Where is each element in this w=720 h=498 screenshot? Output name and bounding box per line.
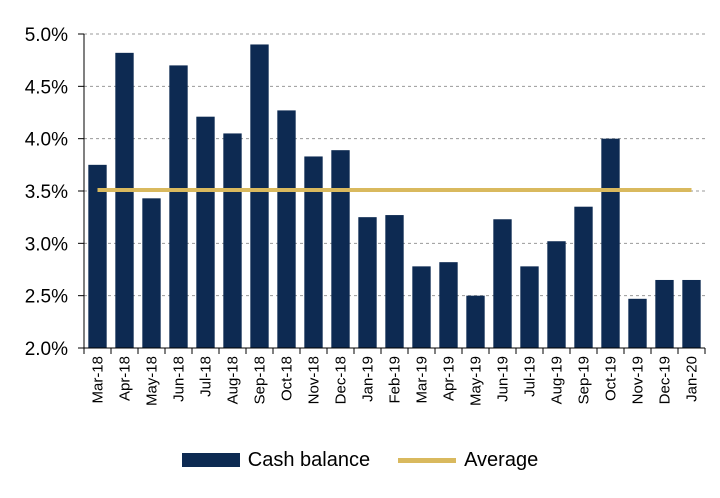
cash-balance-chart: 2.0% 2.5% 3.0% 3.5% 4.0% 4.5% 5.0% Mar-18 Apr-1… [25,25,706,406]
bar [277,110,296,348]
bar [196,116,215,348]
y-tick-label: 3.5% [25,182,68,203]
bar [520,266,539,348]
x-tick-label: Apr-19 [441,356,458,401]
bar-series-cash-balance [88,44,701,349]
x-tick-label: Jun-19 [495,356,512,402]
bar [601,138,620,348]
x-tick-label: Sep-18 [252,356,269,404]
x-tick-label: Aug-19 [549,356,566,404]
bar [331,150,350,348]
bar [439,262,458,348]
legend-item-cash-balance: Cash balance [181,448,371,472]
x-tick-label: Feb-19 [387,356,404,404]
bar [493,219,512,348]
x-tick-label: Nov-19 [630,356,647,404]
bar [385,215,404,348]
bar [115,52,134,349]
bar [547,241,566,348]
legend: Cash balance Average [0,446,720,474]
y-tick-label: 2.5% [25,287,68,308]
x-tick-label: May-18 [144,356,161,406]
legend-label-cash-balance: Cash balance [247,448,371,471]
x-tick-label: Oct-19 [603,356,620,401]
bar [358,217,377,348]
bar [169,65,188,349]
x-tick-label: Oct-18 [279,356,296,401]
bar [682,279,701,348]
x-tick-label: May-19 [468,356,485,406]
x-tick-label: Jan-20 [684,356,701,402]
legend-label-average: Average [464,448,539,471]
bar [466,295,485,348]
bar [412,266,431,348]
bar [304,156,323,348]
bar [628,298,647,348]
y-tick-label: 3.0% [25,234,68,255]
bar [142,198,161,348]
x-tick-label: Mar-19 [414,356,431,404]
bar [574,206,593,348]
x-tick-label: Nov-18 [306,356,323,404]
x-tick-label: Jan-19 [360,356,377,402]
x-tick-label: Apr-18 [117,356,134,401]
legend-swatch-average [398,457,457,463]
x-axis-tick-labels: Mar-18 Apr-18 May-18 Jun-18 Jul-18 Aug-18 Sep-… [90,356,701,406]
x-tick-label: Jul-18 [198,356,215,397]
y-tick-label: 4.5% [25,77,68,98]
y-tick-label: 2.0% [25,339,68,360]
x-tick-label: Dec-18 [333,356,350,404]
bar [655,279,674,348]
bar [88,164,107,348]
x-tick-label: Sep-19 [576,356,593,404]
y-axis-tick-labels: 2.0% 2.5% 3.0% 3.5% 4.0% 4.5% 5.0% [25,25,68,360]
legend-swatch-cash-balance [181,453,240,467]
x-tick-label: Jul-19 [522,356,539,397]
y-tick-label: 4.0% [25,130,68,151]
legend-item-average: Average [398,449,538,472]
bar [250,44,269,348]
x-tick-label: Dec-19 [657,356,674,404]
bar [223,133,242,348]
x-tick-label: Aug-18 [225,356,242,404]
axes [78,33,706,354]
y-tick-label: 5.0% [25,25,68,46]
x-tick-label: Mar-18 [90,356,107,404]
x-tick-label: Jun-18 [171,356,188,402]
